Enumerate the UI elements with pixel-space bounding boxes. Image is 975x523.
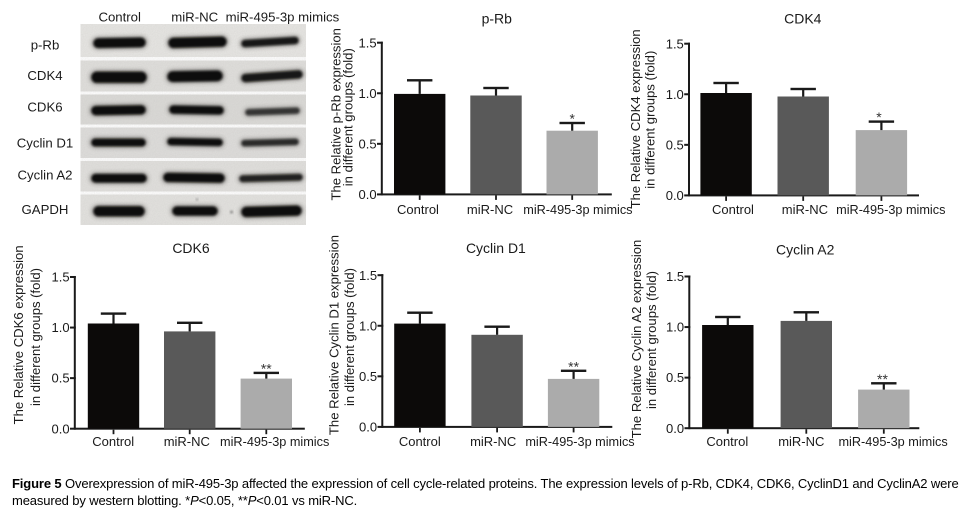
- svg-text:GAPDH: GAPDH: [22, 202, 69, 217]
- svg-text:The Relative CDK6 expression: The Relative CDK6 expression: [11, 245, 26, 424]
- svg-text:1.5: 1.5: [52, 270, 70, 285]
- svg-text:Control: Control: [399, 434, 441, 449]
- svg-text:1.5: 1.5: [359, 35, 377, 50]
- svg-text:in different groups (fold): in different groups (fold): [643, 51, 658, 189]
- svg-text:CDK6: CDK6: [172, 240, 210, 256]
- svg-text:miR-NC: miR-NC: [171, 9, 218, 24]
- svg-text:miR-495-3p mimics: miR-495-3p mimics: [836, 203, 945, 217]
- svg-text:0.0: 0.0: [52, 421, 70, 436]
- svg-text:1.0: 1.0: [666, 87, 684, 102]
- svg-text:miR-495-3p mimics: miR-495-3p mimics: [226, 9, 340, 24]
- svg-text:CDK4: CDK4: [784, 11, 822, 27]
- svg-text:0.0: 0.0: [359, 187, 377, 202]
- svg-text:**: **: [877, 371, 888, 387]
- svg-text:Control: Control: [712, 202, 754, 217]
- svg-text:miR-NC: miR-NC: [470, 434, 516, 449]
- svg-text:1.0: 1.0: [666, 320, 684, 335]
- svg-text:miR-495-3p mimics: miR-495-3p mimics: [838, 435, 947, 449]
- svg-text:1.0: 1.0: [359, 86, 377, 101]
- svg-text:1.5: 1.5: [666, 269, 684, 284]
- svg-text:Cyclin D1: Cyclin D1: [17, 136, 73, 151]
- svg-text:*: *: [876, 109, 882, 125]
- svg-text:Cyclin A2: Cyclin A2: [18, 168, 73, 183]
- svg-text:0.5: 0.5: [52, 371, 70, 386]
- svg-text:p-Rb: p-Rb: [31, 38, 60, 53]
- svg-text:Control: Control: [98, 9, 141, 24]
- svg-text:*: *: [569, 111, 575, 127]
- svg-text:CDK4: CDK4: [27, 68, 62, 83]
- svg-text:1.0: 1.0: [52, 320, 70, 335]
- svg-text:miR-NC: miR-NC: [778, 434, 824, 449]
- svg-text:miR-NC: miR-NC: [164, 434, 210, 449]
- svg-text:0.0: 0.0: [359, 420, 377, 435]
- svg-text:in different groups (fold): in different groups (fold): [28, 268, 43, 406]
- svg-text:miR-495-3p mimics: miR-495-3p mimics: [220, 435, 329, 449]
- svg-text:Control: Control: [92, 434, 134, 449]
- svg-text:in different groups (fold): in different groups (fold): [341, 48, 356, 186]
- svg-text:The Relative Cyclin A2 express: The Relative Cyclin A2 expression: [629, 240, 644, 439]
- svg-text:miR-NC: miR-NC: [782, 202, 828, 217]
- svg-text:1.5: 1.5: [359, 268, 377, 283]
- svg-text:**: **: [261, 361, 272, 377]
- svg-text:Cyclin A2: Cyclin A2: [776, 242, 835, 258]
- svg-text:The Relative CDK4 expression: The Relative CDK4 expression: [628, 29, 643, 208]
- svg-text:The Relative p-Rb expression: The Relative p-Rb expression: [329, 28, 344, 200]
- svg-text:p-Rb: p-Rb: [482, 11, 513, 27]
- svg-text:in different groups (fold): in different groups (fold): [644, 271, 659, 409]
- svg-text:miR-NC: miR-NC: [467, 202, 513, 217]
- svg-text:**: **: [568, 358, 579, 374]
- svg-text:0.0: 0.0: [666, 188, 684, 203]
- svg-text:1.0: 1.0: [359, 318, 377, 333]
- svg-text:0.5: 0.5: [359, 369, 377, 384]
- svg-text:Control: Control: [706, 434, 748, 449]
- svg-text:Cyclin D1: Cyclin D1: [466, 240, 526, 256]
- svg-text:CDK6: CDK6: [27, 99, 62, 114]
- svg-text:0.0: 0.0: [666, 421, 684, 436]
- svg-text:miR-495-3p mimics: miR-495-3p mimics: [523, 203, 632, 217]
- svg-text:0.5: 0.5: [359, 136, 377, 151]
- svg-text:in different groups (fold): in different groups (fold): [342, 268, 357, 406]
- svg-text:The Relative Cyclin D1 express: The Relative Cyclin D1 expression: [327, 235, 342, 435]
- svg-text:miR-495-3p mimics: miR-495-3p mimics: [525, 435, 634, 449]
- svg-text:0.5: 0.5: [666, 370, 684, 385]
- svg-text:Control: Control: [397, 202, 439, 217]
- svg-text:0.5: 0.5: [666, 137, 684, 152]
- svg-text:1.5: 1.5: [666, 36, 684, 51]
